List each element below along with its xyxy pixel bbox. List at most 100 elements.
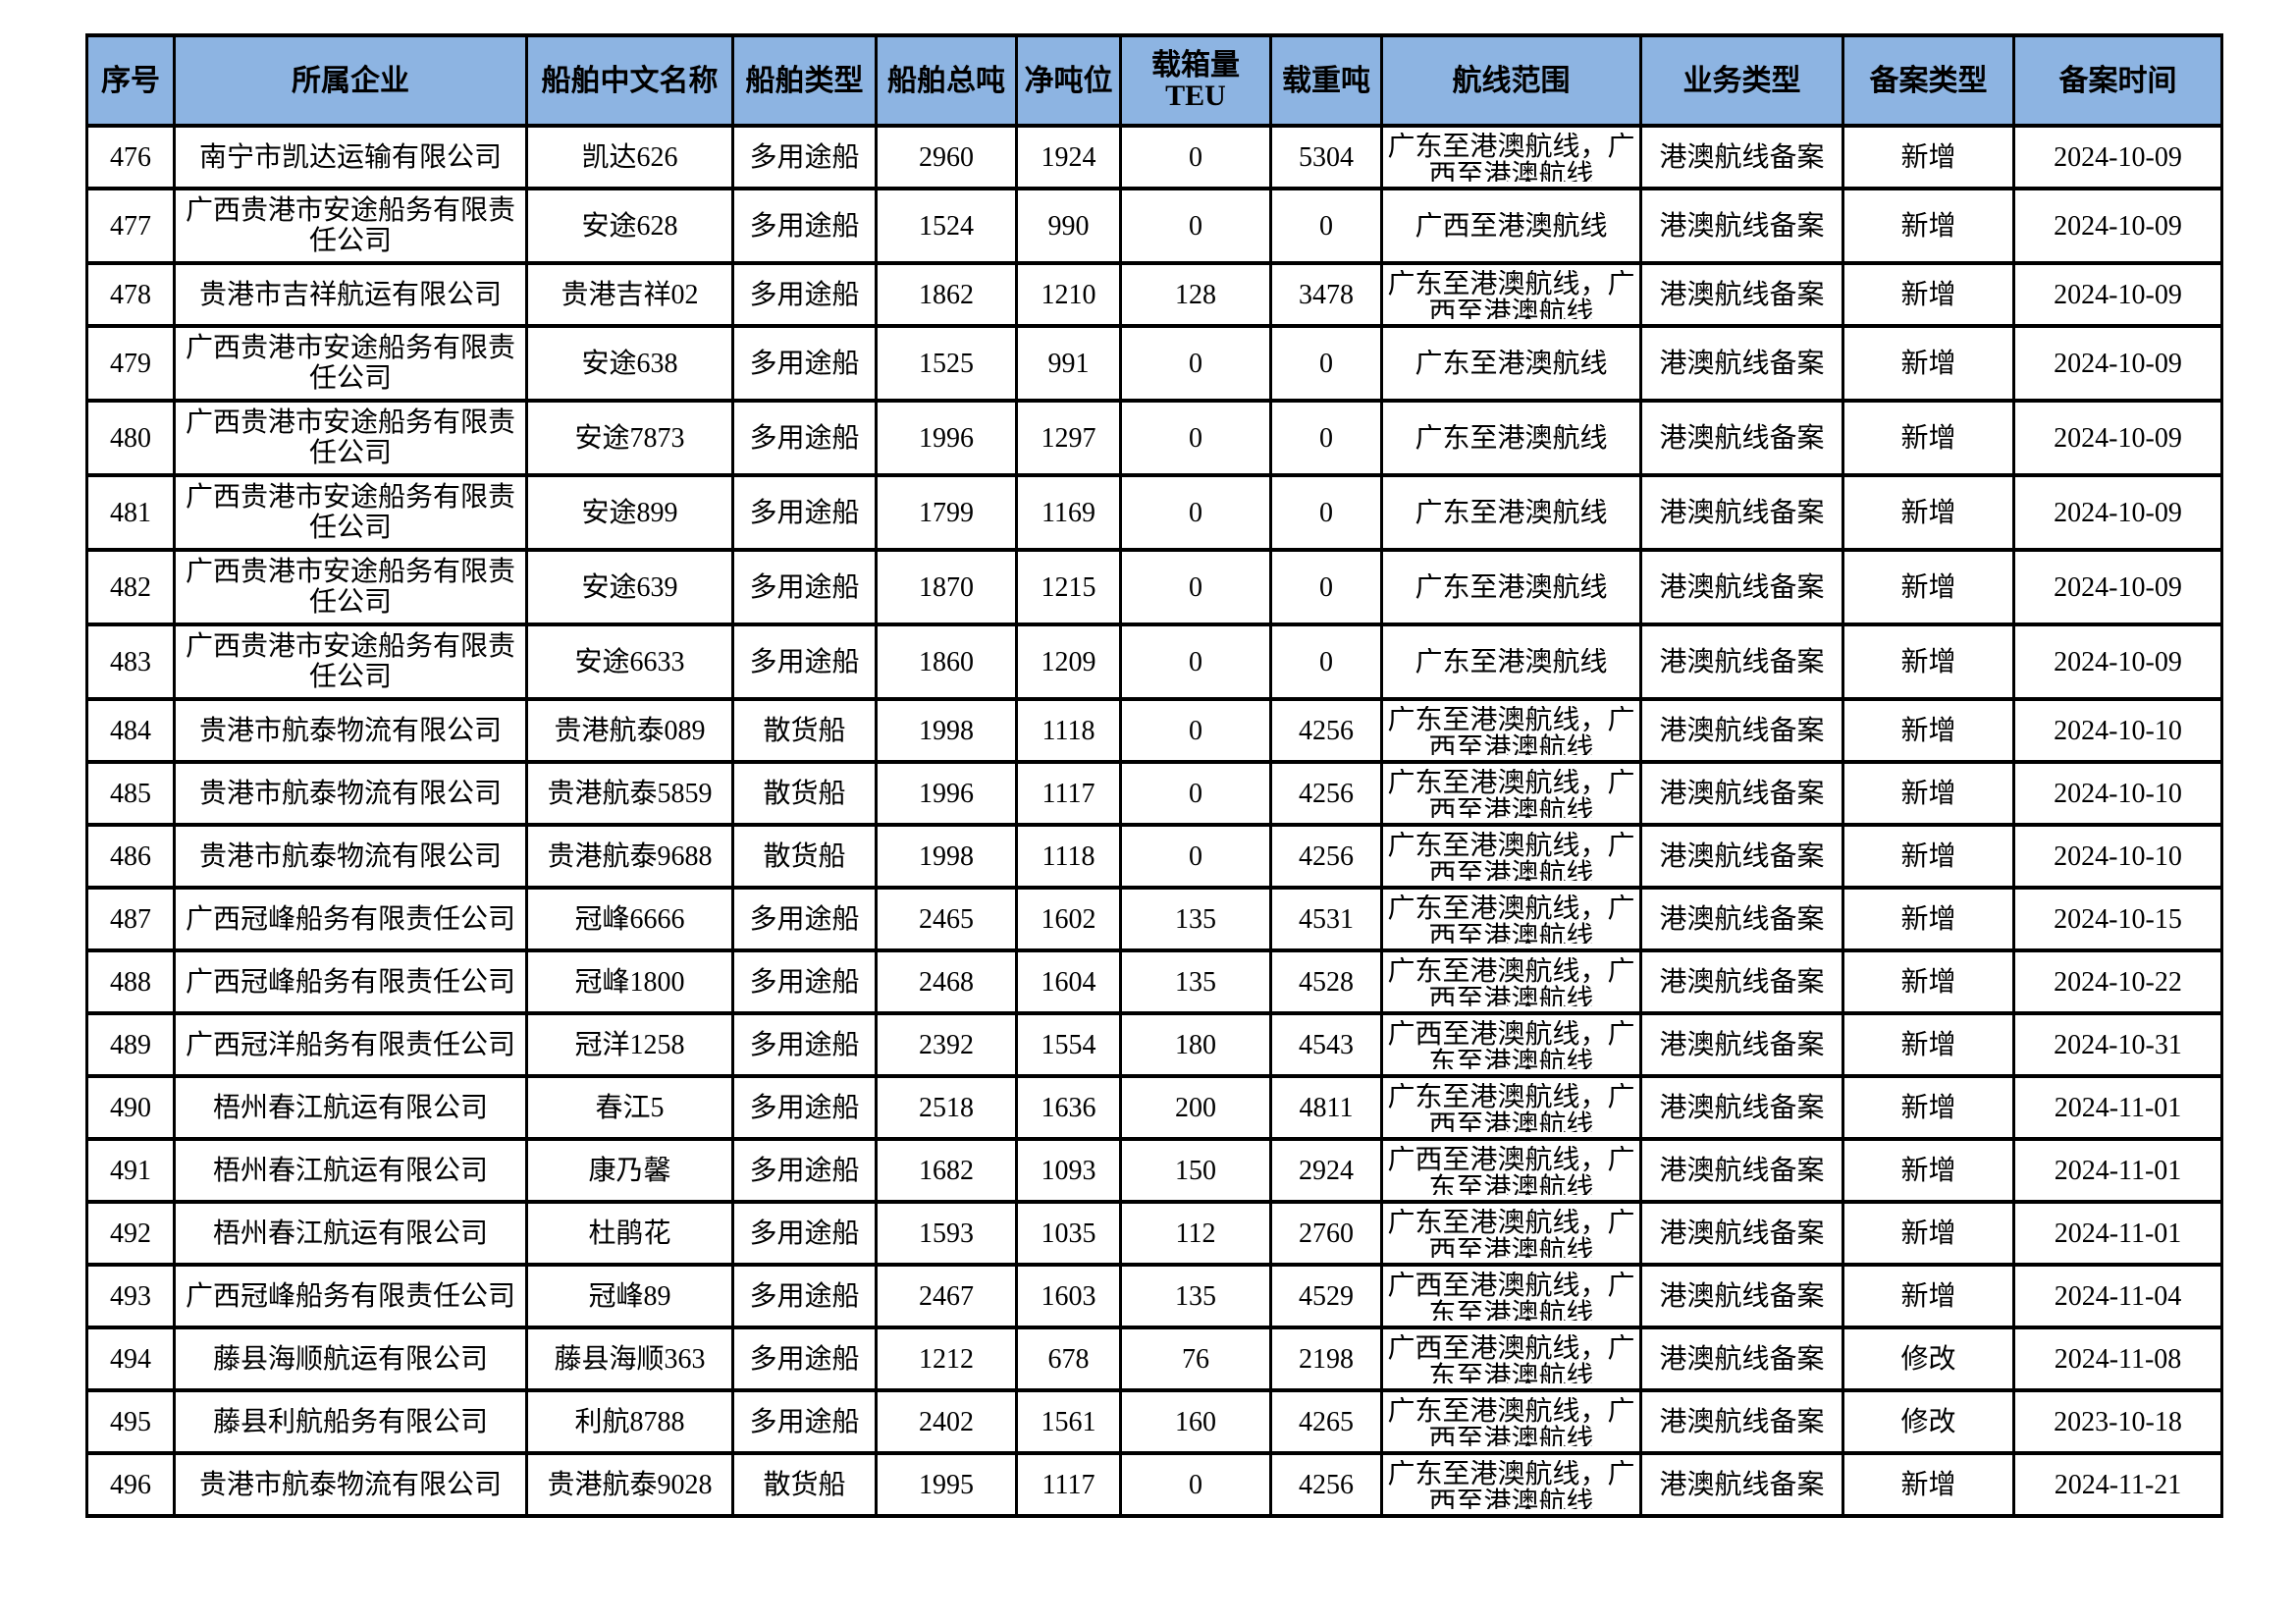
cell-dwt: 2760 (1269, 1200, 1383, 1267)
cell-type: 多用途船 (731, 1200, 878, 1267)
cell-company-text: 广西冠峰船务有限责任公司 (185, 966, 515, 998)
cell-route-text: 广东至港澳航线，广西至港澳航线 (1387, 832, 1635, 881)
cell-company: 藤县利航船务有限公司 (173, 1388, 528, 1455)
cell-route: 广西至港澳航线 (1380, 187, 1642, 265)
cell-net-text: 1117 (1041, 1469, 1095, 1500)
cell-date: 2024-10-10 (2012, 760, 2223, 827)
cell-teu-text: 0 (1189, 348, 1202, 379)
cell-filing: 新增 (1842, 124, 2015, 190)
cell-biz: 港澳航线备案 (1639, 1074, 1844, 1141)
cell-dwt: 4531 (1269, 886, 1383, 952)
cell-date: 2024-10-09 (2012, 187, 2223, 265)
cell-net: 1210 (1015, 261, 1122, 328)
cell-seq: 492 (85, 1200, 176, 1267)
cell-net: 1636 (1015, 1074, 1122, 1141)
cell-filing-text: 新增 (1900, 497, 1956, 528)
cell-teu: 180 (1119, 1011, 1272, 1078)
cell-filing-text: 新增 (1900, 966, 1956, 998)
cell-dwt-text: 4528 (1299, 966, 1354, 998)
cell-company: 梧州春江航运有限公司 (173, 1137, 528, 1204)
cell-route-text: 广东至港澳航线 (1415, 349, 1608, 378)
column-header-gross-label: 船舶总吨 (887, 64, 1005, 97)
cell-biz-text: 港澳航线备案 (1659, 497, 1825, 528)
cell-net-text: 1636 (1041, 1092, 1096, 1123)
cell-date: 2024-10-09 (2012, 548, 2223, 626)
cell-net-text: 1602 (1041, 903, 1096, 935)
cell-type: 散货船 (731, 823, 878, 890)
cell-dwt-text: 2760 (1299, 1218, 1354, 1249)
cell-seq-text: 494 (110, 1343, 151, 1375)
cell-seq-text: 495 (110, 1406, 151, 1437)
cell-company-text: 贵港市航泰物流有限公司 (198, 715, 502, 746)
cell-date-text: 2024-10-09 (2054, 646, 2182, 677)
cell-date-text: 2024-11-21 (2054, 1469, 2182, 1500)
cell-biz: 港澳航线备案 (1639, 1263, 1844, 1329)
cell-net-text: 1035 (1041, 1218, 1096, 1249)
column-header-dwt-label: 载重吨 (1282, 64, 1370, 97)
cell-biz: 港澳航线备案 (1639, 1388, 1844, 1455)
cell-route: 广东至港澳航线 (1380, 548, 1642, 626)
cell-ship-text: 安途7873 (574, 422, 685, 454)
cell-seq-text: 483 (110, 646, 151, 677)
cell-gross-text: 1525 (919, 348, 974, 379)
cell-biz-text: 港澳航线备案 (1659, 903, 1825, 935)
cell-date: 2024-10-15 (2012, 886, 2223, 952)
cell-ship: 贵港航泰5859 (525, 760, 734, 827)
cell-net: 1603 (1015, 1263, 1122, 1329)
cell-company-text: 贵港市吉祥航运有限公司 (198, 279, 502, 310)
cell-filing: 新增 (1842, 886, 2015, 952)
cell-ship: 冠洋1258 (525, 1011, 734, 1078)
cell-type: 多用途船 (731, 1388, 878, 1455)
cell-gross: 1799 (875, 473, 1018, 552)
cell-gross: 1212 (875, 1326, 1018, 1392)
cell-filing-text: 新增 (1900, 1218, 1956, 1249)
cell-date: 2024-10-09 (2012, 124, 2223, 190)
cell-dwt: 3478 (1269, 261, 1383, 328)
cell-teu-text: 200 (1175, 1092, 1216, 1123)
cell-ship: 安途628 (525, 187, 734, 265)
cell-ship-text: 贵港航泰9688 (547, 840, 713, 872)
cell-date: 2024-10-09 (2012, 261, 2223, 328)
cell-company-text: 梧州春江航运有限公司 (212, 1155, 488, 1186)
cell-gross: 1995 (875, 1451, 1018, 1518)
cell-ship-text: 杜鹃花 (588, 1218, 671, 1249)
cell-gross: 2467 (875, 1263, 1018, 1329)
cell-filing-text: 修改 (1900, 1406, 1956, 1437)
cell-route-text: 广东至港澳航线，广西至港澳航线 (1387, 1083, 1635, 1132)
cell-date-text: 2024-10-22 (2054, 966, 2182, 998)
cell-route: 广东至港澳航线，广西至港澳航线 (1380, 823, 1642, 890)
cell-net-text: 1924 (1041, 141, 1096, 173)
cell-teu: 160 (1119, 1388, 1272, 1455)
cell-net-text: 1093 (1041, 1155, 1096, 1186)
cell-filing: 新增 (1842, 324, 2015, 403)
cell-biz-text: 港澳航线备案 (1659, 840, 1825, 872)
cell-teu-text: 160 (1175, 1406, 1216, 1437)
cell-ship: 安途899 (525, 473, 734, 552)
cell-seq-text: 476 (110, 141, 151, 173)
cell-teu: 112 (1119, 1200, 1272, 1267)
cell-gross-text: 1212 (919, 1343, 974, 1375)
cell-net: 1209 (1015, 623, 1122, 701)
cell-biz-text: 港澳航线备案 (1659, 422, 1825, 454)
cell-company: 南宁市凯达运输有限公司 (173, 124, 528, 190)
cell-filing: 新增 (1842, 187, 2015, 265)
cell-ship-text: 贵港航泰5859 (547, 778, 713, 809)
cell-seq: 478 (85, 261, 176, 328)
cell-biz-text: 港澳航线备案 (1659, 571, 1825, 603)
cell-dwt-text: 2924 (1299, 1155, 1354, 1186)
cell-company: 贵港市航泰物流有限公司 (173, 697, 528, 764)
table-header-row: 序号 所属企业 船舶中文名称 船舶类型 船舶总吨 净吨位 载箱量TEU 载重吨 航线范围 业务类型… (85, 33, 2223, 128)
cell-dwt-text: 4265 (1299, 1406, 1354, 1437)
cell-date: 2024-11-04 (2012, 1263, 2223, 1329)
cell-dwt: 4256 (1269, 823, 1383, 890)
cell-gross-text: 2392 (919, 1029, 974, 1060)
cell-route: 广西至港澳航线，广东至港澳航线 (1380, 1137, 1642, 1204)
cell-seq: 489 (85, 1011, 176, 1078)
cell-gross-text: 2465 (919, 903, 974, 935)
cell-seq: 485 (85, 760, 176, 827)
cell-filing-text: 新增 (1900, 422, 1956, 454)
cell-ship-text: 安途639 (581, 571, 678, 603)
cell-gross-text: 1995 (919, 1469, 974, 1500)
cell-date: 2024-11-08 (2012, 1326, 2223, 1392)
cell-date-text: 2024-10-09 (2054, 210, 2182, 242)
